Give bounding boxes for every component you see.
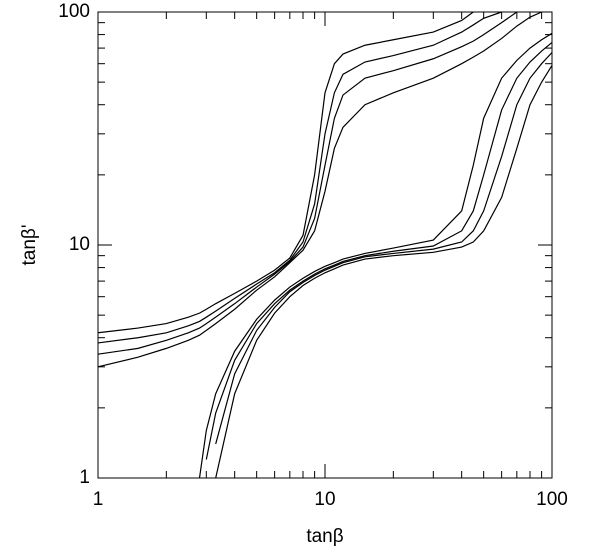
y-axis-label: tanβ' xyxy=(19,225,40,266)
x-tick-label: 1 xyxy=(93,489,104,510)
series-line xyxy=(205,42,553,460)
y-tick-label: 100 xyxy=(58,1,90,22)
y-tick-label: 1 xyxy=(79,467,90,488)
y-tick-label: 10 xyxy=(69,234,90,255)
plot-frame xyxy=(97,11,553,479)
series-line xyxy=(198,32,553,479)
series-line xyxy=(97,11,502,344)
x-axis-label: tanβ xyxy=(306,526,343,547)
series-line xyxy=(215,52,553,445)
x-tick-label: 10 xyxy=(314,489,335,510)
series-line xyxy=(97,11,518,355)
series-line xyxy=(97,11,474,334)
series-line xyxy=(215,65,553,479)
series-line xyxy=(97,11,542,368)
x-tick-label: 100 xyxy=(536,489,568,510)
